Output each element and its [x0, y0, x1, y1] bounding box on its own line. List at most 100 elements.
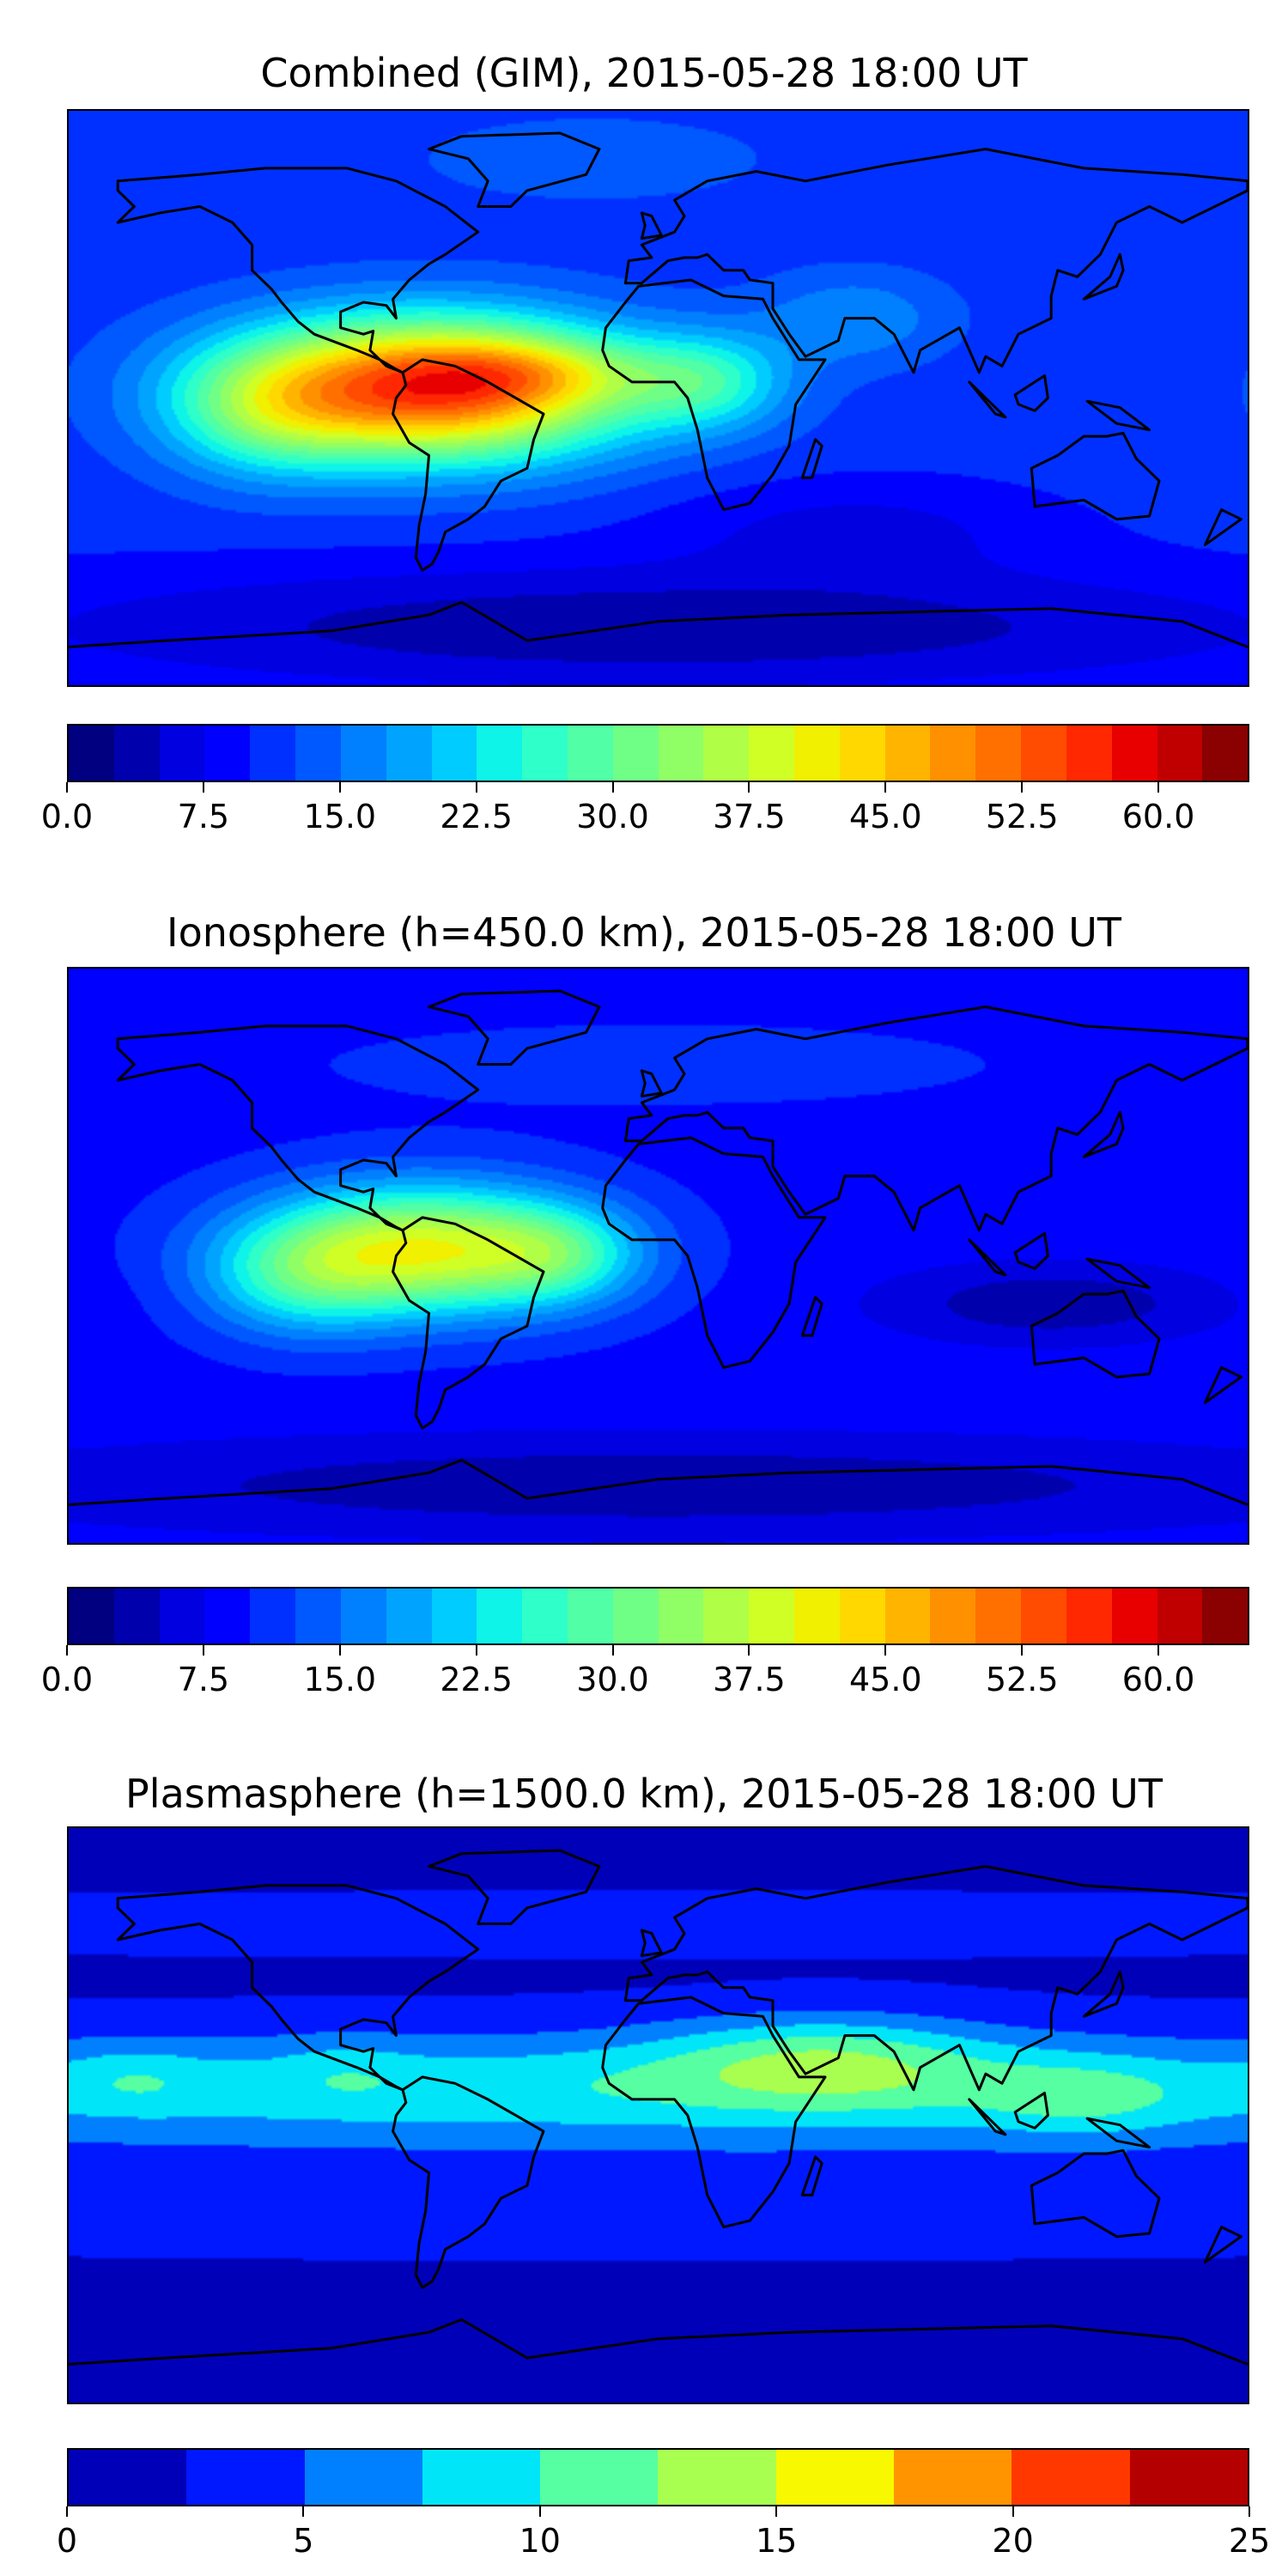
coastline-great-britain: [640, 1069, 663, 1098]
colorbar-tick-label: 22.5: [440, 1661, 513, 1698]
colorbar-swatch: [884, 726, 931, 781]
colorbar-swatch: [884, 1589, 931, 1643]
coastline-eurasia: [623, 1005, 1248, 1232]
colorbar-swatch: [295, 1589, 341, 1643]
coastline-madagascar: [800, 438, 823, 479]
colorbar-swatch: [794, 1589, 840, 1643]
colorbar-tick-label: 5: [293, 2522, 314, 2560]
colorbar-swatch: [340, 1589, 386, 1643]
colorbar-swatch: [69, 1589, 114, 1643]
colorbar-tick-label: 25: [1228, 2522, 1271, 2560]
colorbar-swatch: [69, 726, 114, 781]
coastline-antarctica: [69, 600, 1248, 648]
colorbar-tick-label: 15: [756, 2522, 798, 2560]
colorbar-swatch: [794, 726, 840, 781]
colorbar-swatch: [522, 1589, 568, 1643]
colorbar-swatch: [250, 726, 296, 781]
coastline-great-britain: [640, 1929, 663, 1958]
colorbar-swatch: [250, 1589, 296, 1643]
coastline-africa: [601, 278, 827, 512]
colorbar-swatch: [749, 726, 794, 781]
colorbar-swatch: [703, 726, 750, 781]
colorbar-tick-mark: [66, 782, 68, 793]
colorbar-swatch: [749, 1589, 794, 1643]
colorbar-tick-mark: [338, 1645, 341, 1656]
coastline-new-zealand: [1203, 508, 1242, 546]
colorbar-ticks-combined: 0.0 7.5 15.0 22.5 30.0 37.5 45.0 52.5 60.0: [41, 782, 1249, 842]
coastline-eurasia: [623, 1865, 1248, 2092]
colorbar-tick-mark: [538, 2506, 541, 2517]
colorbar-tick-mark: [611, 1645, 614, 1656]
colorbar-swatch: [567, 1589, 613, 1643]
colorbar-swatch: [1157, 726, 1203, 781]
colorbar-swatch: [386, 726, 432, 781]
colorbar-tick-mark: [338, 782, 341, 793]
colorbar-combined: [67, 724, 1249, 782]
colorbar-swatch: [386, 1589, 432, 1643]
colorbar-swatch: [159, 1589, 205, 1643]
colorbar-tick-mark: [66, 1645, 68, 1656]
colorbar-swatch: [431, 1589, 477, 1643]
colorbar-swatch: [1157, 1589, 1203, 1643]
colorbar-swatch: [304, 2450, 422, 2505]
coastline-australia: [1030, 1289, 1161, 1379]
colorbar-swatch: [295, 726, 341, 781]
colorbar-swatch: [658, 726, 704, 781]
coastlines: [69, 989, 1248, 1506]
coastline-south-america: [392, 2075, 545, 2289]
colorbar-tick-mark: [475, 1645, 477, 1656]
colorbar-tick-label: 45.0: [848, 798, 922, 835]
colorbar-ionosphere: [67, 1587, 1249, 1645]
map-combined: [67, 109, 1249, 687]
coastline-new-zealand: [1203, 1366, 1242, 1404]
colorbar-tick-label: 15.0: [303, 1661, 377, 1698]
colorbar-swatch: [204, 1589, 251, 1643]
colorbar-tick-label: 37.5: [713, 1661, 786, 1698]
coastline-new-guinea: [1085, 1257, 1151, 1290]
colorbar-swatch: [69, 2450, 187, 2505]
coastline-antarctica: [69, 1458, 1248, 1506]
colorbar-swatch: [1021, 1589, 1066, 1643]
colorbar-swatch: [975, 726, 1022, 781]
colorbar-tick-label: 30.0: [576, 1661, 649, 1698]
colorbar-tick-mark: [1021, 1645, 1024, 1656]
colorbar-tick-label: 60.0: [1121, 1661, 1195, 1698]
colorbar-swatch: [204, 726, 251, 781]
colorbar-swatch: [839, 1589, 885, 1643]
coastline-great-britain: [640, 211, 663, 240]
colorbar-swatch: [1111, 726, 1157, 781]
colorbar-swatch: [1202, 726, 1249, 781]
coastline-antarctica: [69, 2318, 1248, 2366]
coastline-japan: [1082, 1110, 1125, 1158]
coastline-africa: [601, 1136, 827, 1370]
colorbar-tick-mark: [1249, 2506, 1250, 2517]
colorbar-tick-mark: [1157, 1645, 1160, 1656]
colorbar-swatch: [1021, 726, 1066, 781]
map-plasmasphere: [67, 1826, 1249, 2404]
colorbar-tick-label: 0.0: [40, 1661, 94, 1698]
coastlines: [69, 1849, 1248, 2366]
colorbar-swatch: [930, 1589, 976, 1643]
coastline-sumatra: [968, 380, 1007, 419]
colorbar-tick-label: 20: [992, 2522, 1034, 2560]
colorbar-swatch: [775, 2450, 895, 2505]
colorbar-swatch: [113, 1589, 160, 1643]
colorbar-tick-mark: [748, 1645, 750, 1656]
colorbar-swatch: [540, 2450, 659, 2505]
colorbar-tick-mark: [748, 782, 750, 793]
colorbar-swatch: [703, 1589, 750, 1643]
colorbar-swatch: [612, 726, 659, 781]
coastline-new-guinea: [1085, 2117, 1151, 2149]
colorbar-tick-mark: [775, 2506, 778, 2517]
colorbar-swatch: [159, 726, 205, 781]
coastline-borneo: [1013, 374, 1049, 412]
colorbar-tick-mark: [1021, 782, 1024, 793]
colorbar-swatch: [477, 726, 523, 781]
colorbar-swatch: [522, 726, 568, 781]
colorbar-swatch: [431, 726, 477, 781]
coastline-borneo: [1013, 1232, 1049, 1270]
coastline-north-america: [116, 1024, 480, 1232]
colorbar-swatch: [477, 1589, 523, 1643]
colorbar-tick-label: 60.0: [1121, 798, 1195, 835]
coastline-africa: [601, 1996, 827, 2229]
